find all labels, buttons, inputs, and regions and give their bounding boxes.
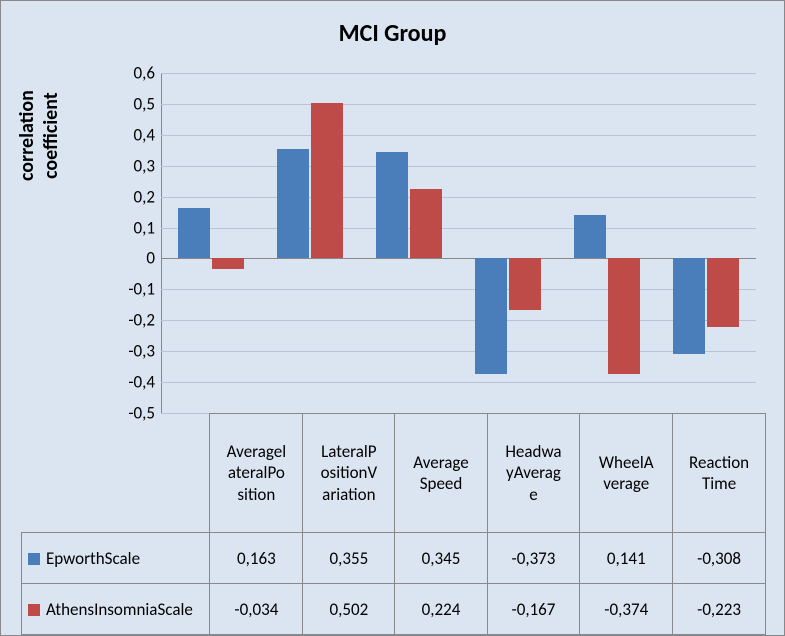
category-divider <box>756 73 757 413</box>
y-tick-label: 0,3 <box>105 155 155 176</box>
data-table: AveragelateralPositionLateralPositionVar… <box>21 413 766 635</box>
table-corner <box>22 414 210 533</box>
category-divider <box>161 73 162 413</box>
category-header: AveragelateralPosition <box>210 414 303 533</box>
y-tick-label: 0,2 <box>105 186 155 207</box>
bar <box>311 103 343 258</box>
bar <box>277 149 309 259</box>
data-cell: 0,163 <box>210 533 303 584</box>
series-label: EpworthScale <box>22 533 210 584</box>
category-divider <box>657 73 658 413</box>
y-tick-label: 0,4 <box>105 124 155 145</box>
category-header: LateralPositionVariation <box>303 414 395 533</box>
y-tick-label: -0,2 <box>105 310 155 331</box>
data-cell: -0,374 <box>580 584 673 635</box>
bar <box>178 208 210 258</box>
plot-area <box>161 73 756 413</box>
y-tick-label: -0,3 <box>105 341 155 362</box>
table-row: AthensInsomniaScale-0,0340,5020,224-0,16… <box>22 584 766 635</box>
y-tick-label: 0,6 <box>105 63 155 84</box>
category-divider <box>260 73 261 413</box>
bar <box>608 258 640 374</box>
bar <box>707 258 739 327</box>
table-header-row: AveragelateralPositionLateralPositionVar… <box>22 414 766 533</box>
legend-marker <box>28 604 40 616</box>
y-tick-label: -0,1 <box>105 279 155 300</box>
legend-marker <box>28 553 40 565</box>
table-row: EpworthScale0,1630,3550,345-0,3730,141-0… <box>22 533 766 584</box>
data-cell: 0,345 <box>395 533 487 584</box>
bar <box>475 258 507 373</box>
data-cell: -0,308 <box>673 533 766 584</box>
category-divider <box>359 73 360 413</box>
data-cell: 0,355 <box>303 533 395 584</box>
category-header: AverageSpeed <box>395 414 487 533</box>
bar <box>212 258 244 269</box>
data-cell: 0,224 <box>395 584 487 635</box>
chart-title: MCI Group <box>1 19 784 48</box>
category-header: ReactionTime <box>673 414 766 533</box>
data-cell: 0,141 <box>580 533 673 584</box>
series-label: AthensInsomniaScale <box>22 584 210 635</box>
data-cell: -0,373 <box>487 533 580 584</box>
y-axis-label: correlation coefficient <box>15 90 63 181</box>
category-divider <box>459 73 460 413</box>
bar <box>376 152 408 259</box>
y-tick-label: -0,4 <box>105 372 155 393</box>
bar <box>509 258 541 310</box>
data-cell: 0,502 <box>303 584 395 635</box>
chart-container: MCI Group correlation coefficient Averag… <box>0 0 785 636</box>
data-cell: -0,034 <box>210 584 303 635</box>
y-tick-label: 0 <box>105 248 155 269</box>
bar <box>673 258 705 353</box>
data-cell: -0,223 <box>673 584 766 635</box>
bar <box>410 189 442 258</box>
category-header: HeadwayAverage <box>487 414 580 533</box>
data-cell: -0,167 <box>487 584 580 635</box>
category-header: WheelAverage <box>580 414 673 533</box>
bar <box>574 215 606 259</box>
y-tick-label: 0,1 <box>105 217 155 238</box>
y-tick-label: -0,5 <box>105 403 155 424</box>
category-divider <box>558 73 559 413</box>
y-tick-label: 0,5 <box>105 93 155 114</box>
